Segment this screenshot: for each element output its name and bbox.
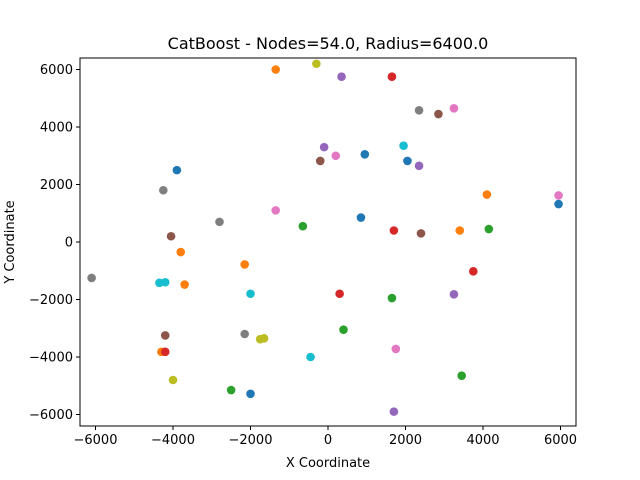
y-tick-label: 6000 <box>40 63 73 78</box>
data-point <box>391 344 401 354</box>
x-tick-label: −4000 <box>151 433 195 448</box>
data-point <box>403 156 412 166</box>
data-point <box>449 290 459 299</box>
data-point <box>87 273 96 283</box>
y-tick-label: −2000 <box>29 293 73 308</box>
data-point <box>414 161 424 171</box>
data-point <box>457 371 466 380</box>
data-point <box>389 226 399 235</box>
y-axis-label: Y Coordinate <box>3 200 18 284</box>
x-tick-label: 2000 <box>389 433 422 448</box>
data-point <box>399 141 408 150</box>
data-point <box>554 199 563 209</box>
data-point <box>271 206 280 215</box>
data-point <box>389 407 399 416</box>
data-point <box>554 191 563 200</box>
data-point <box>306 352 315 362</box>
data-point <box>259 334 269 343</box>
y-axis-ticks: −6000 −4000 −2000 0 2000 4000 6000 <box>29 63 80 423</box>
data-point <box>335 289 344 299</box>
y-tick-label: 2000 <box>40 178 73 193</box>
data-point <box>449 104 459 113</box>
x-tick-label: −6000 <box>74 433 118 448</box>
data-point <box>246 289 255 299</box>
data-point <box>339 325 348 334</box>
x-axis-label: X Coordinate <box>286 456 370 471</box>
data-point <box>240 329 249 339</box>
data-point <box>331 151 341 161</box>
x-axis-ticks: −6000 −4000 −2000 0 2000 4000 6000 <box>74 426 577 448</box>
x-tick-label: 6000 <box>544 433 577 448</box>
data-point <box>246 389 255 399</box>
data-point <box>360 150 370 159</box>
data-points <box>87 59 563 416</box>
data-point <box>416 229 426 238</box>
data-point <box>469 267 478 276</box>
chart-title: CatBoost - Nodes=54.0, Radius=6400.0 <box>168 34 489 53</box>
data-point <box>240 260 249 269</box>
y-tick-label: 4000 <box>40 121 73 136</box>
data-point <box>387 72 397 81</box>
data-point <box>168 375 178 385</box>
data-point <box>315 156 325 166</box>
data-point <box>356 213 366 222</box>
data-point <box>414 106 424 115</box>
data-point <box>215 217 224 227</box>
data-point <box>271 65 280 74</box>
x-tick-label: −2000 <box>229 433 273 448</box>
data-point <box>180 280 189 289</box>
data-point <box>160 277 170 287</box>
plot-area-frame <box>79 57 577 427</box>
x-tick-label: 4000 <box>466 433 499 448</box>
data-point <box>176 247 186 257</box>
data-point <box>484 224 494 234</box>
data-point <box>160 331 170 340</box>
data-point <box>312 59 321 69</box>
y-tick-label: −4000 <box>29 351 73 366</box>
data-point <box>434 109 443 119</box>
data-point <box>226 385 236 395</box>
y-tick-label: 0 <box>65 236 73 251</box>
data-point <box>298 221 308 231</box>
data-point <box>337 72 346 81</box>
data-point <box>319 142 329 152</box>
data-point <box>482 190 492 199</box>
data-point <box>387 293 397 303</box>
x-tick-label: 0 <box>324 433 332 448</box>
y-tick-label: −6000 <box>29 408 73 423</box>
data-point <box>166 231 176 241</box>
data-point <box>172 165 182 175</box>
data-point <box>159 185 168 195</box>
data-point <box>160 347 170 357</box>
data-point <box>455 226 465 235</box>
